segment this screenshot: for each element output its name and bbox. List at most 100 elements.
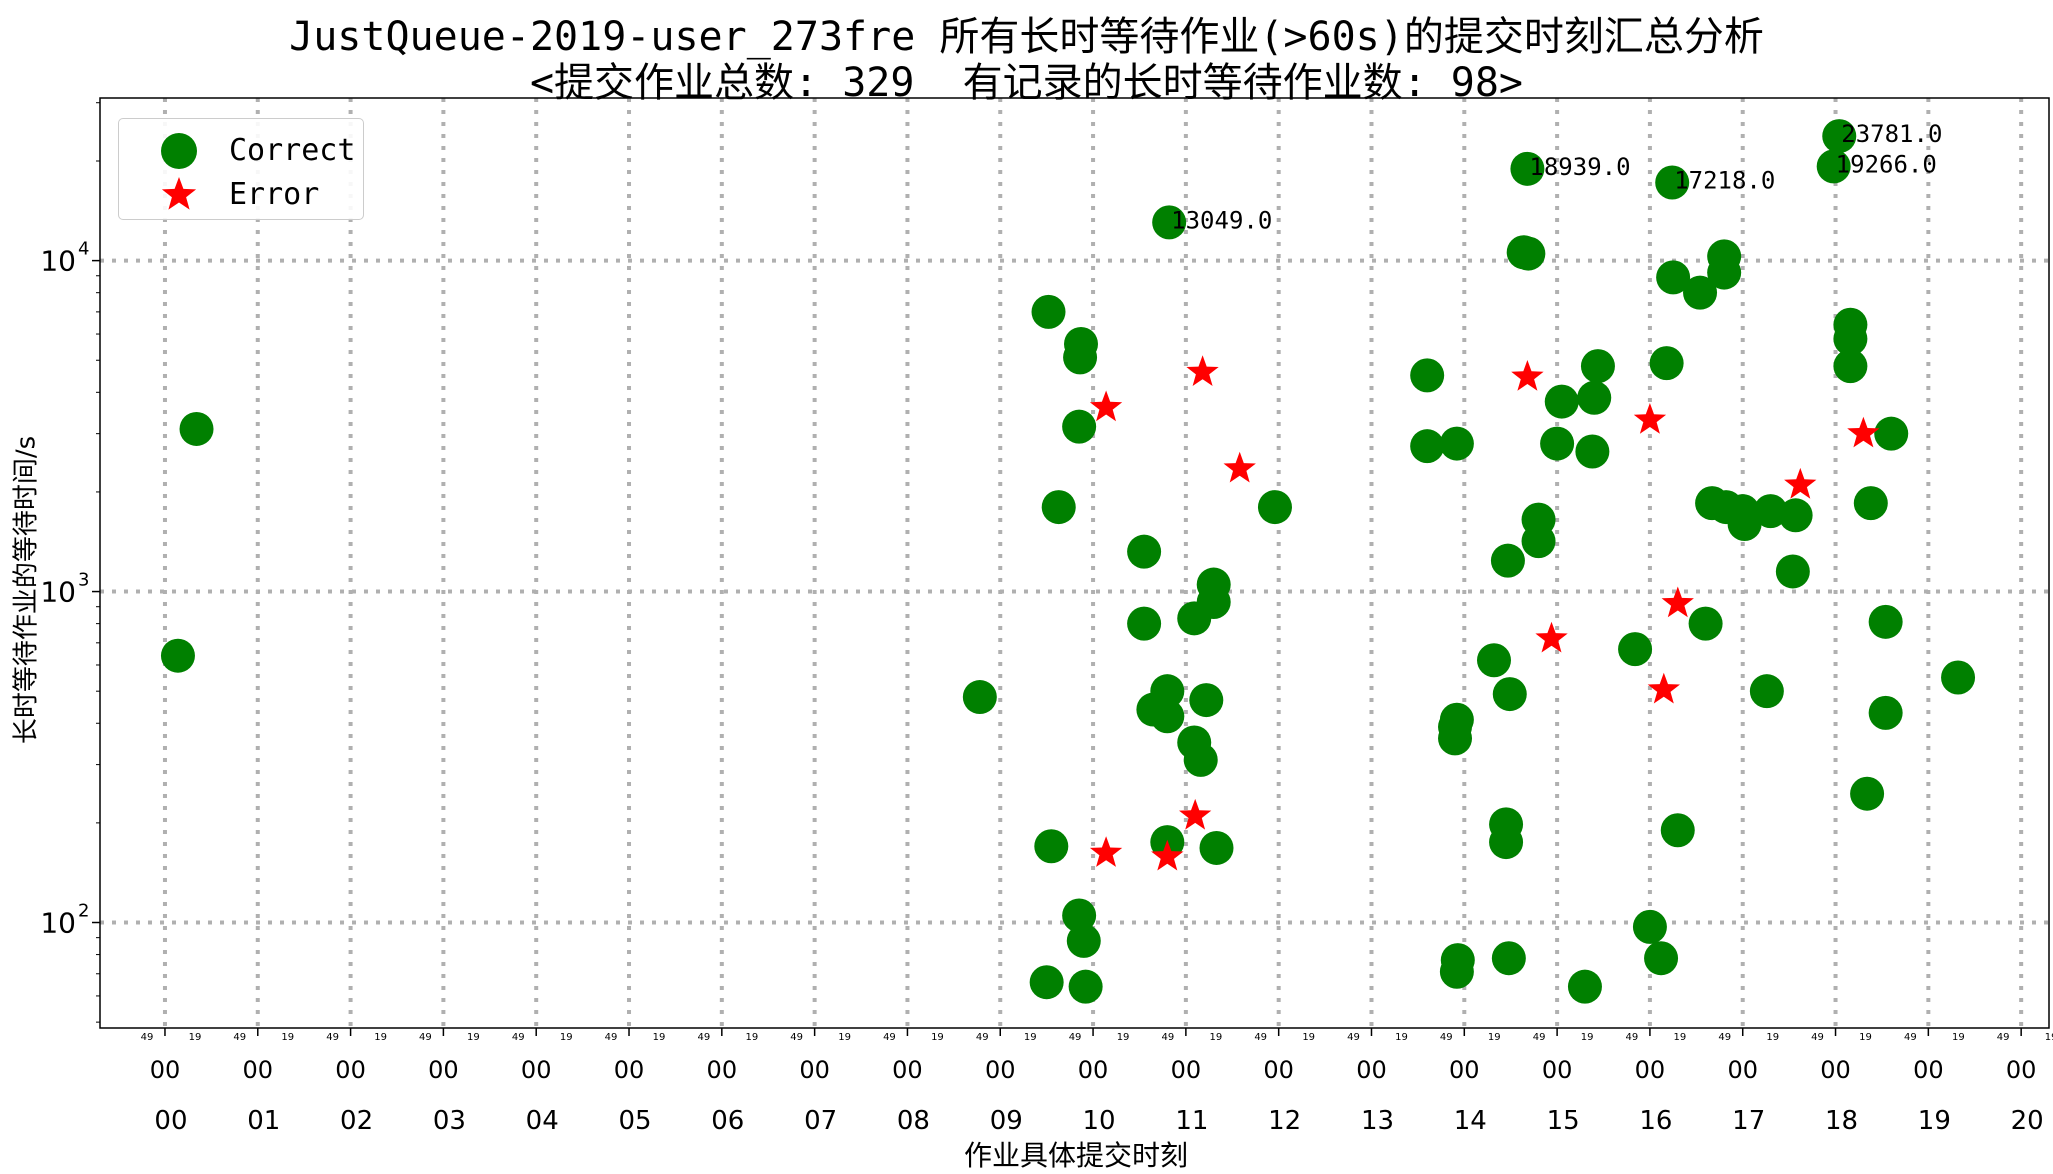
x-tick-label-hour: 00	[154, 1106, 187, 1136]
x-tick-label-minute: 00	[150, 1056, 181, 1084]
x-tick-label-small-right: 19	[1488, 1032, 1501, 1043]
data-point-correct	[1753, 494, 1788, 529]
legend-label-error: Error	[229, 177, 320, 212]
x-tick-label-minute: 00	[1171, 1056, 1202, 1084]
data-point-correct	[1199, 830, 1234, 865]
data-point-error	[1089, 836, 1123, 867]
x-tick-label-hour: 05	[618, 1106, 651, 1136]
data-point-correct	[1850, 776, 1885, 811]
x-tick-label-small-left: 49	[233, 1032, 246, 1043]
data-point-correct	[1511, 236, 1546, 271]
y-tick-label: 10	[40, 245, 76, 278]
x-tick-label-minute: 00	[707, 1056, 738, 1084]
data-point-correct	[1727, 507, 1762, 542]
data-point-correct	[1632, 909, 1667, 944]
data-point-correct	[1778, 498, 1813, 533]
data-point-correct	[1439, 426, 1474, 461]
data-point-correct	[1183, 742, 1218, 777]
data-point-correct	[160, 638, 195, 673]
x-tick-label-minute: 00	[1727, 1056, 1758, 1084]
x-tick-label-small-right: 19	[1581, 1032, 1594, 1043]
x-tick-label-hour: 07	[804, 1106, 837, 1136]
data-point-error	[1223, 451, 1256, 483]
data-point-correct	[1510, 151, 1545, 186]
y-axis-label: 长时等待作业的等待时间/s	[11, 435, 42, 745]
data-point-correct	[1410, 358, 1445, 393]
data-point-correct	[1438, 721, 1473, 756]
data-point-error	[1847, 416, 1880, 448]
data-point-correct	[1491, 941, 1526, 976]
x-tick-label-small-right: 19	[1766, 1032, 1779, 1043]
data-point-correct	[1749, 674, 1784, 709]
y-tick-label-exponent: 4	[78, 239, 89, 260]
data-point-error	[1186, 355, 1219, 386]
data-point-correct	[1029, 965, 1064, 1000]
data-point-correct	[1410, 429, 1445, 464]
x-tick-label-small-right: 19	[1302, 1032, 1315, 1043]
chart-title: JustQueue-2019-user_273fre 所有长时等待作业(>60s…	[289, 14, 1764, 60]
x-tick-label-minute: 00	[1356, 1056, 1387, 1084]
data-point-correct	[1833, 349, 1868, 384]
x-tick-label-small-right: 19	[2045, 1032, 2053, 1043]
data-point-correct	[1853, 486, 1888, 521]
data-point-correct	[1816, 149, 1851, 184]
x-tick-label-minute: 00	[1078, 1056, 1109, 1084]
data-point-correct	[1540, 426, 1575, 461]
x-tick-label-small-right: 19	[1952, 1032, 1965, 1043]
data-point-correct	[1544, 384, 1579, 419]
x-tick-label-small-right: 19	[1395, 1032, 1408, 1043]
x-tick-label-hour: 06	[711, 1106, 744, 1136]
data-point-correct	[1476, 643, 1511, 678]
x-tick-label-small-right: 19	[281, 1032, 294, 1043]
x-tick-label-hour: 02	[340, 1106, 373, 1136]
data-point-correct	[1068, 969, 1103, 1004]
x-tick-label-small-left: 49	[1533, 1032, 1546, 1043]
x-tick-label-minute: 00	[243, 1056, 274, 1084]
data-point-error	[1151, 839, 1184, 871]
x-tick-label-minute: 00	[892, 1056, 923, 1084]
x-tick-label-hour: 15	[1547, 1106, 1580, 1136]
x-tick-label-hour: 13	[1361, 1106, 1394, 1136]
x-tick-label-minute: 00	[2006, 1056, 2037, 1084]
x-tick-label-hour: 18	[1825, 1106, 1858, 1136]
x-tick-label-small-left: 49	[1162, 1032, 1175, 1043]
data-point-correct	[962, 680, 997, 715]
x-axis-label: 作业具体提交时刻	[963, 1139, 1189, 1172]
data-point-error	[1511, 360, 1544, 391]
data-point-correct	[1066, 923, 1101, 958]
x-tick-label-small-right: 19	[1859, 1032, 1872, 1043]
data-point-correct	[1575, 434, 1610, 469]
data-point-correct	[1707, 255, 1742, 290]
x-tick-label-small-left: 49	[1904, 1032, 1917, 1043]
data-point-correct	[1660, 813, 1695, 848]
x-tick-label-small-left: 49	[141, 1032, 154, 1043]
grid-lines	[100, 98, 2049, 1028]
x-tick-label-small-left: 49	[790, 1032, 803, 1043]
x-tick-label-minute: 00	[614, 1056, 645, 1084]
plot-frame	[99, 97, 2050, 1029]
x-tick-label-small-left: 49	[1347, 1032, 1360, 1043]
data-point-error	[1633, 403, 1667, 434]
x-tick-label-small-right: 19	[560, 1032, 573, 1043]
x-tick-label-hour: 17	[1732, 1106, 1765, 1136]
data-point-correct	[1063, 340, 1098, 375]
data-point-correct	[1062, 409, 1097, 444]
x-tick-label-small-right: 19	[467, 1032, 480, 1043]
x-tick-label-minute: 00	[799, 1056, 830, 1084]
data-point-correct	[1521, 524, 1556, 559]
x-tick-label-small-right: 19	[838, 1032, 851, 1043]
x-tick-label-small-left: 49	[605, 1032, 618, 1043]
x-tick-label-small-left: 49	[976, 1032, 989, 1043]
data-point-error	[1661, 586, 1694, 618]
point-annotation: 23781.0	[1841, 120, 1942, 148]
x-tick-label-hour: 14	[1454, 1106, 1487, 1136]
x-tick-label-hour: 12	[1268, 1106, 1301, 1136]
x-tick-label-small-left: 49	[419, 1032, 432, 1043]
x-tick-label-minute: 00	[521, 1056, 552, 1084]
x-tick-label-small-left: 49	[1254, 1032, 1267, 1043]
x-tick-label-hour: 08	[897, 1106, 930, 1136]
data-point-correct	[1439, 954, 1474, 989]
x-tick-label-hour: 03	[433, 1106, 466, 1136]
data-point-correct	[179, 411, 214, 446]
y-tick-label-exponent: 2	[78, 901, 89, 922]
